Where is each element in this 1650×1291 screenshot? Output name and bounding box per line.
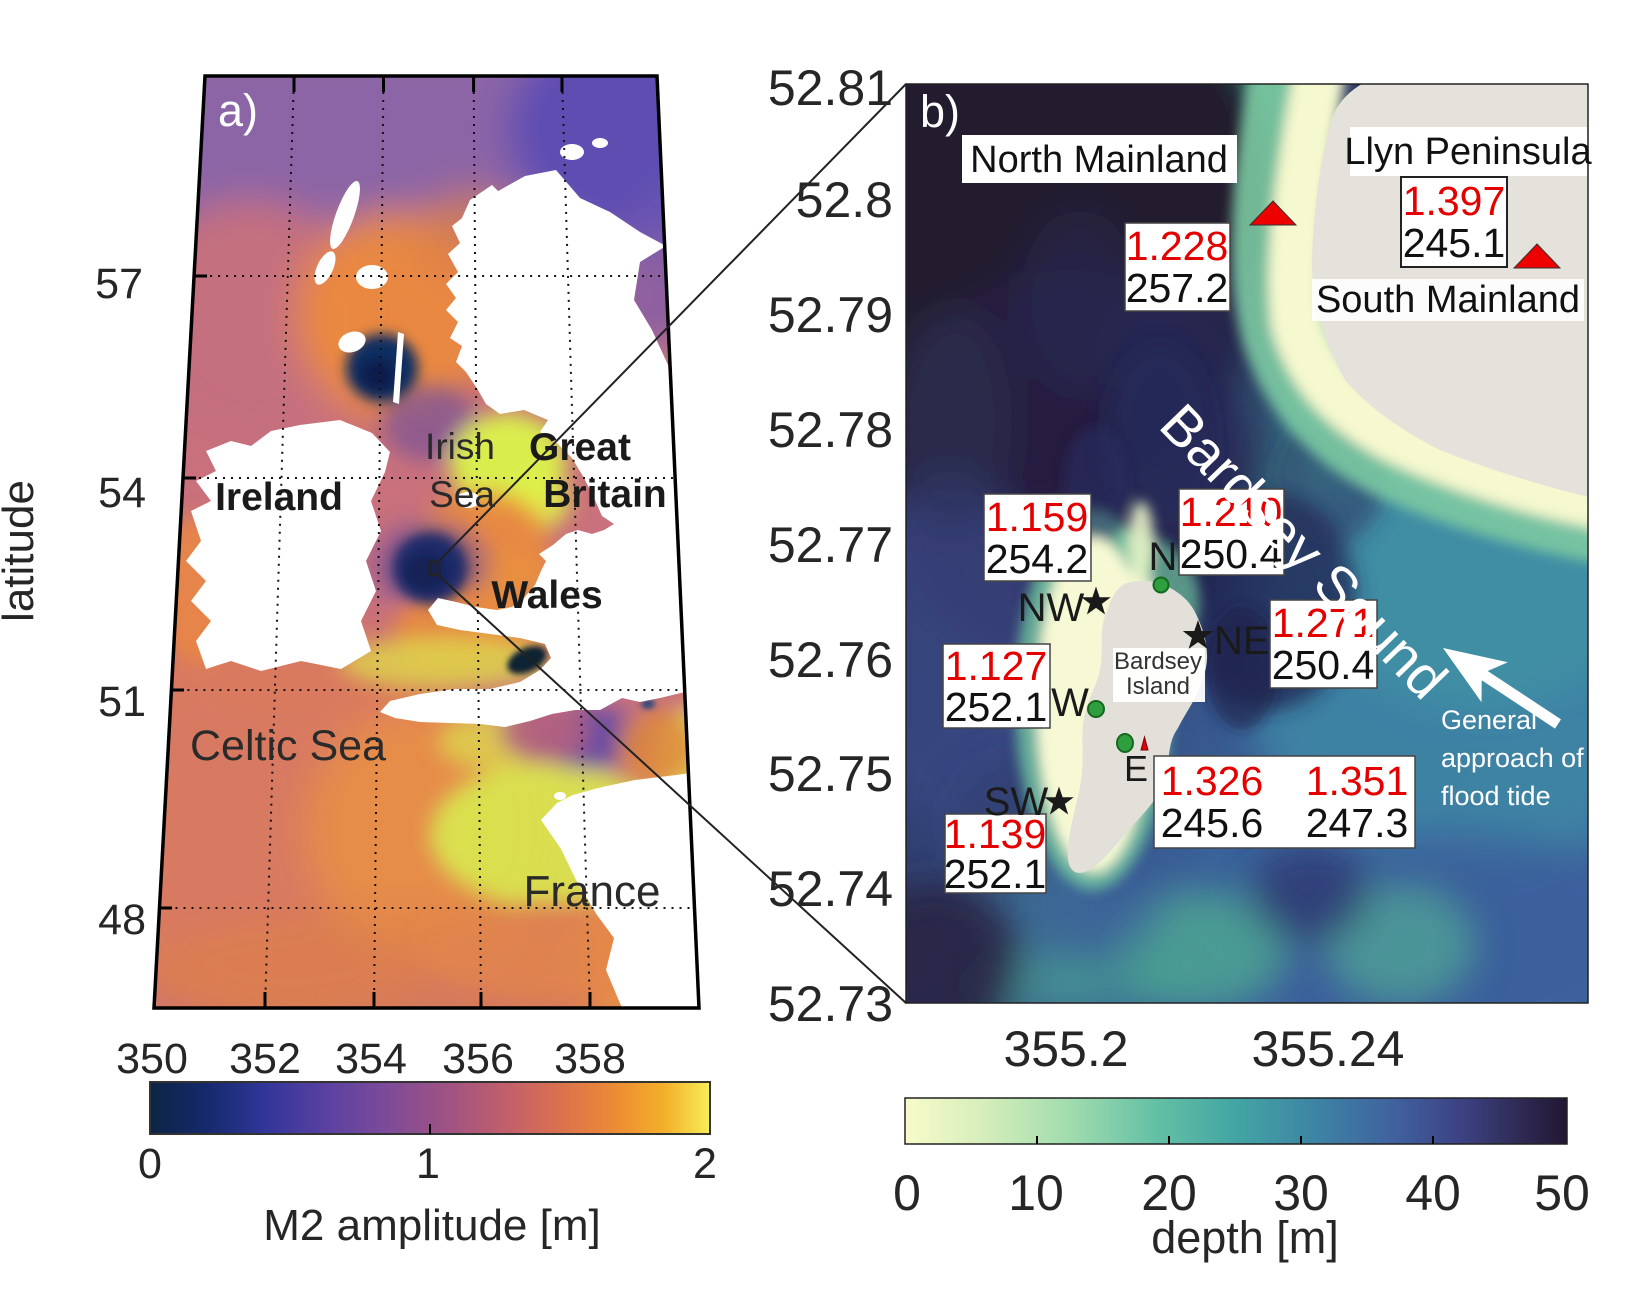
- svg-text:1.271: 1.271: [1272, 600, 1375, 646]
- svg-text:1.127: 1.127: [945, 643, 1048, 689]
- svg-text:20: 20: [1141, 1165, 1197, 1221]
- svg-text:245.6: 245.6: [1161, 800, 1264, 846]
- svg-text:52.73: 52.73: [768, 976, 893, 1032]
- svg-text:b): b): [920, 86, 960, 137]
- svg-text:350: 350: [116, 1035, 188, 1083]
- svg-text:52.78: 52.78: [768, 402, 893, 458]
- svg-text:30: 30: [1273, 1165, 1329, 1221]
- svg-text:48: 48: [98, 896, 146, 944]
- svg-text:250.4: 250.4: [1272, 642, 1375, 688]
- svg-text:1.159: 1.159: [986, 494, 1089, 540]
- svg-text:Celtic Sea: Celtic Sea: [190, 722, 386, 770]
- svg-text:57: 57: [95, 260, 143, 308]
- svg-text:1.210: 1.210: [1180, 489, 1283, 535]
- svg-text:257.2: 257.2: [1126, 265, 1229, 311]
- svg-text:Island: Island: [1126, 673, 1190, 700]
- svg-text:approach of: approach of: [1441, 743, 1584, 773]
- svg-text:40: 40: [1405, 1165, 1461, 1221]
- svg-text:356: 356: [442, 1035, 514, 1083]
- svg-text:SW: SW: [984, 780, 1049, 824]
- svg-text:1: 1: [416, 1140, 440, 1188]
- svg-text:252.1: 252.1: [944, 851, 1047, 897]
- svg-text:252.1: 252.1: [945, 684, 1048, 730]
- svg-text:Britain: Britain: [543, 473, 667, 516]
- svg-text:South Mainland: South Mainland: [1316, 279, 1580, 321]
- svg-text:52.74: 52.74: [768, 861, 893, 917]
- svg-text:North Mainland: North Mainland: [970, 139, 1228, 181]
- svg-text:latitude: latitude: [0, 480, 43, 622]
- svg-text:1.397: 1.397: [1403, 178, 1506, 224]
- svg-text:250.4: 250.4: [1180, 531, 1283, 577]
- svg-text:M2 amplitude [m]: M2 amplitude [m]: [263, 1201, 600, 1250]
- svg-text:358: 358: [554, 1035, 626, 1083]
- svg-text:352: 352: [229, 1035, 301, 1083]
- svg-text:flood tide: flood tide: [1441, 781, 1551, 811]
- svg-text:Ireland: Ireland: [215, 476, 343, 519]
- svg-text:General: General: [1441, 705, 1537, 735]
- svg-text:245.1: 245.1: [1403, 220, 1506, 266]
- svg-text:E: E: [1124, 748, 1148, 789]
- svg-text:10: 10: [1008, 1165, 1064, 1221]
- svg-text:Sea: Sea: [429, 474, 495, 515]
- svg-text:W: W: [1051, 681, 1089, 725]
- svg-text:NW: NW: [1018, 586, 1085, 630]
- svg-text:Bardsey: Bardsey: [1114, 648, 1202, 675]
- svg-text:0: 0: [893, 1165, 921, 1221]
- svg-text:247.3: 247.3: [1306, 800, 1409, 846]
- svg-text:2: 2: [693, 1140, 717, 1188]
- svg-text:Irish: Irish: [425, 426, 495, 467]
- svg-text:France: France: [524, 867, 661, 916]
- svg-text:51: 51: [98, 678, 146, 726]
- svg-text:depth [m]: depth [m]: [1151, 1212, 1339, 1263]
- svg-text:Llyn Peninsula: Llyn Peninsula: [1344, 131, 1592, 173]
- svg-text:52.8: 52.8: [796, 172, 893, 228]
- svg-text:1.326: 1.326: [1161, 758, 1264, 804]
- svg-text:a): a): [218, 85, 258, 136]
- svg-text:0: 0: [138, 1140, 162, 1188]
- svg-text:355.2: 355.2: [1003, 1021, 1128, 1077]
- svg-text:1.351: 1.351: [1306, 758, 1409, 804]
- svg-text:355.24: 355.24: [1252, 1021, 1405, 1077]
- svg-text:N: N: [1149, 535, 1178, 579]
- svg-text:1.228: 1.228: [1126, 223, 1229, 269]
- svg-text:52.76: 52.76: [768, 632, 893, 688]
- svg-text:354: 354: [335, 1035, 407, 1083]
- svg-text:50: 50: [1534, 1165, 1590, 1221]
- svg-text:52.77: 52.77: [768, 517, 893, 573]
- svg-text:1.139: 1.139: [944, 811, 1047, 857]
- svg-text:Great: Great: [529, 426, 631, 469]
- svg-text:54: 54: [98, 469, 146, 517]
- svg-text:52.79: 52.79: [768, 287, 893, 343]
- svg-text:Wales: Wales: [491, 574, 602, 617]
- svg-text:52.75: 52.75: [768, 746, 893, 802]
- svg-text:NE: NE: [1214, 619, 1270, 663]
- svg-text:52.81: 52.81: [768, 60, 893, 116]
- svg-text:254.2: 254.2: [986, 536, 1089, 582]
